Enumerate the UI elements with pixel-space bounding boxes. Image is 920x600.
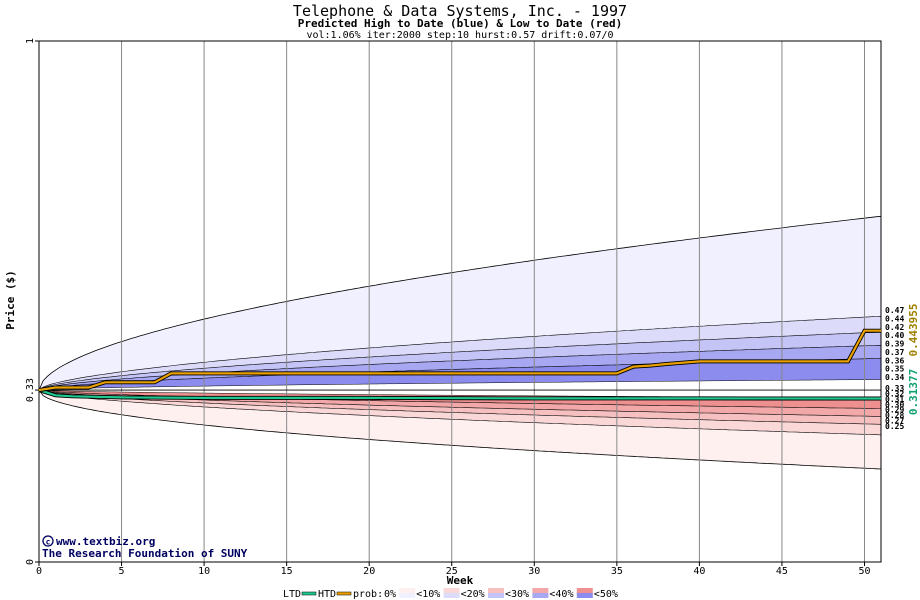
right-value-label: 0.34 [885, 373, 904, 382]
htd-series-line [38, 329, 881, 392]
legend-item-label: <30% [505, 589, 529, 600]
ltd-final-value: 0.31377 [907, 369, 920, 415]
legend-swatch-low [532, 588, 549, 593]
credit-line2: The Research Foundation of SUNY [42, 547, 248, 560]
x-tick-label: 10 [198, 566, 210, 577]
legend-swatch-high [488, 593, 504, 598]
plot-area: 0 5 10 15 20 25 30 35 40 45 5000.3310.470.440.420.… [25, 38, 904, 577]
legend-item-label: <40% [549, 589, 573, 600]
plot-frame [38, 40, 882, 563]
x-tick-label: 25 [446, 566, 458, 577]
right-value-label: 0.44 [885, 314, 904, 323]
legend-swatch-high [532, 593, 549, 598]
right-value-label: 0.37 [885, 348, 904, 357]
right-value-label: 0.39 [885, 340, 904, 349]
legend-swatch-low [443, 588, 460, 593]
copyright-icon [42, 535, 54, 547]
x-tick-label: 5 [119, 566, 125, 577]
right-value-label: 0.29 [885, 406, 904, 415]
legend-swatch-high [443, 593, 460, 598]
chart-title: Telephone & Data Systems, Inc. - 1997 [293, 2, 627, 20]
x-tick-label: 0 [36, 566, 42, 577]
legend-swatch-high [576, 593, 593, 598]
right-value-label: 0.42 [885, 323, 904, 332]
x-tick-label: 30 [528, 566, 540, 577]
legend-swatch-low [399, 588, 416, 593]
x-tick-label: 45 [776, 566, 788, 577]
y-tick-label: 1 [25, 38, 36, 44]
legend-htd-label: HTD [318, 589, 336, 600]
legend-item-label: <50% [594, 589, 618, 600]
right-value-label: 0.35 [885, 365, 904, 374]
legend-item-label: <20% [461, 589, 485, 600]
legend-ltd-label: LTD [283, 589, 301, 600]
right-value-label: 0.33 [885, 384, 904, 393]
legend: LTD HTD prob: 0% <10% <20% <30% <40% <50% [283, 588, 618, 600]
right-value-label: 0.32 [885, 389, 904, 398]
htd-final-value: 0.443955 [907, 304, 920, 357]
right-value-label: 0.28 [885, 411, 904, 420]
legend-item-label: <10% [416, 589, 440, 600]
legend-swatch-low [488, 588, 504, 593]
x-tick-label: 15 [281, 566, 293, 577]
credit: c www.textbiz.org The Research Foundatio… [42, 535, 248, 560]
legend-ltd-swatch [301, 591, 317, 596]
copyright-icon-glyph: c [46, 538, 51, 547]
x-axis-label: Week [447, 574, 474, 587]
legend-htd-swatch [336, 591, 352, 596]
right-value-label: 0.30 [885, 400, 904, 409]
legend-swatch-high [399, 593, 416, 598]
legend-item-label: 0% [384, 589, 396, 600]
ltd-series-line [38, 389, 881, 400]
y-tick-label: 0 [25, 559, 36, 565]
right-value-label: 0.27 [885, 417, 904, 426]
legend-swatch-low [576, 588, 593, 593]
right-value-label: 0.31 [885, 395, 904, 404]
right-value-label: 0.36 [885, 356, 904, 365]
x-tick-label: 20 [363, 566, 375, 577]
y-axis-label: Price ($) [4, 270, 17, 330]
legend-prob-label: prob: [353, 589, 383, 600]
x-tick-label: 40 [693, 566, 705, 577]
chart-subtitle: Predicted High to Date (blue) & Low to D… [298, 17, 623, 30]
credit-line1: www.textbiz.org [56, 535, 155, 548]
x-tick-label: 35 [611, 566, 623, 577]
x-tick-label: 50 [858, 566, 870, 577]
right-value-label: 0.25 [885, 422, 904, 431]
y-tick-label: 0.33 [25, 378, 36, 402]
right-value-label: 0.40 [885, 331, 904, 340]
right-value-label: 0.47 [885, 306, 904, 315]
chart-params: vol:1.06% iter:2000 step:10 hurst:0.57 d… [306, 30, 613, 41]
